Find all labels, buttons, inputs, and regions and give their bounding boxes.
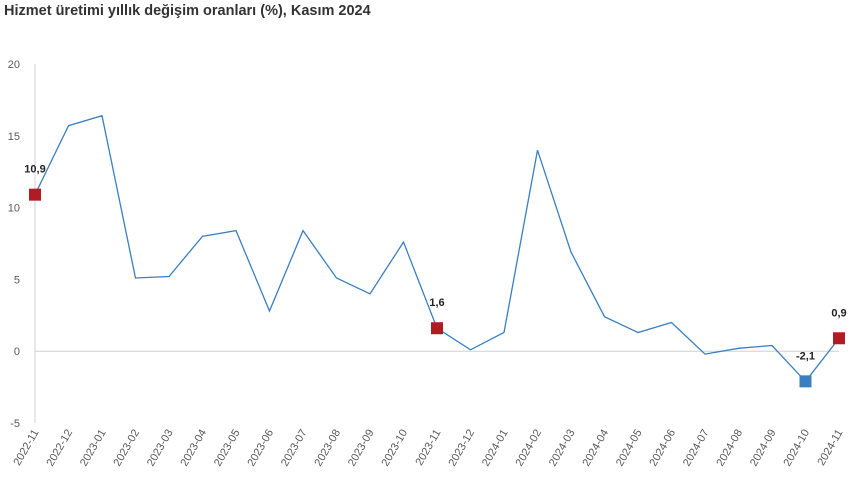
y-tick-label: 10 xyxy=(8,203,20,215)
y-tick-label: -5 xyxy=(10,418,20,430)
y-tick-label: 15 xyxy=(8,131,20,143)
x-tick-label: 2023-12 xyxy=(447,428,478,469)
x-tick-label: 2023-04 xyxy=(179,428,210,469)
x-tick-label: 2022-11 xyxy=(11,428,41,468)
x-tick-label: 2023-02 xyxy=(112,428,143,469)
x-tick-label: 2023-03 xyxy=(145,428,176,469)
chart-title: Hizmet üretimi yıllık değişim oranları (… xyxy=(4,3,371,19)
x-tick-label: 2024-03 xyxy=(547,428,578,469)
x-tick-label: 2023-05 xyxy=(212,428,243,469)
data-point-marker xyxy=(799,375,812,388)
x-tick-label: 2023-11 xyxy=(413,428,443,468)
x-tick-label: 2024-09 xyxy=(748,428,779,469)
data-point-marker xyxy=(29,188,41,201)
x-tick-label: 2023-09 xyxy=(346,428,377,469)
y-axis-labels: 20 15 10 5 0 -5 xyxy=(8,59,20,430)
x-tick-label: 2024-02 xyxy=(514,428,545,469)
x-tick-label: 2024-08 xyxy=(715,428,746,469)
data-point-marker xyxy=(431,322,443,335)
x-tick-label: 2023-07 xyxy=(279,428,310,469)
data-labels: 10,9 1,6 -2,1 0,9 xyxy=(24,164,846,363)
y-tick-label: 5 xyxy=(14,274,20,286)
x-tick-label: 2024-06 xyxy=(648,428,679,469)
x-tick-label: 2022-12 xyxy=(45,428,76,469)
data-label: -2,1 xyxy=(796,350,815,362)
data-label: 0,9 xyxy=(831,307,846,319)
y-tick-label: 0 xyxy=(14,346,20,358)
data-label: 1,6 xyxy=(429,297,444,309)
x-tick-label: 2023-06 xyxy=(246,428,277,469)
x-tick-label: 2024-01 xyxy=(480,428,511,469)
data-point-marker xyxy=(833,332,845,345)
x-tick-label: 2024-04 xyxy=(581,428,612,469)
data-label: 10,9 xyxy=(24,164,45,176)
x-tick-label: 2023-08 xyxy=(313,428,344,469)
y-tick-label: 20 xyxy=(8,59,20,71)
x-tick-label: 2024-05 xyxy=(614,428,645,469)
x-tick-label: 2023-01 xyxy=(78,428,109,469)
x-tick-label: 2024-11 xyxy=(815,428,845,468)
x-tick-label: 2024-10 xyxy=(782,428,813,469)
x-tick-label: 2023-10 xyxy=(380,428,411,469)
series-line xyxy=(34,114,840,383)
x-tick-label: 2024-07 xyxy=(681,428,712,469)
x-axis-labels: 2022-11 2022-12 2023-01 2023-02 2023-03 2023-… xyxy=(11,428,845,469)
data-markers xyxy=(29,188,845,388)
